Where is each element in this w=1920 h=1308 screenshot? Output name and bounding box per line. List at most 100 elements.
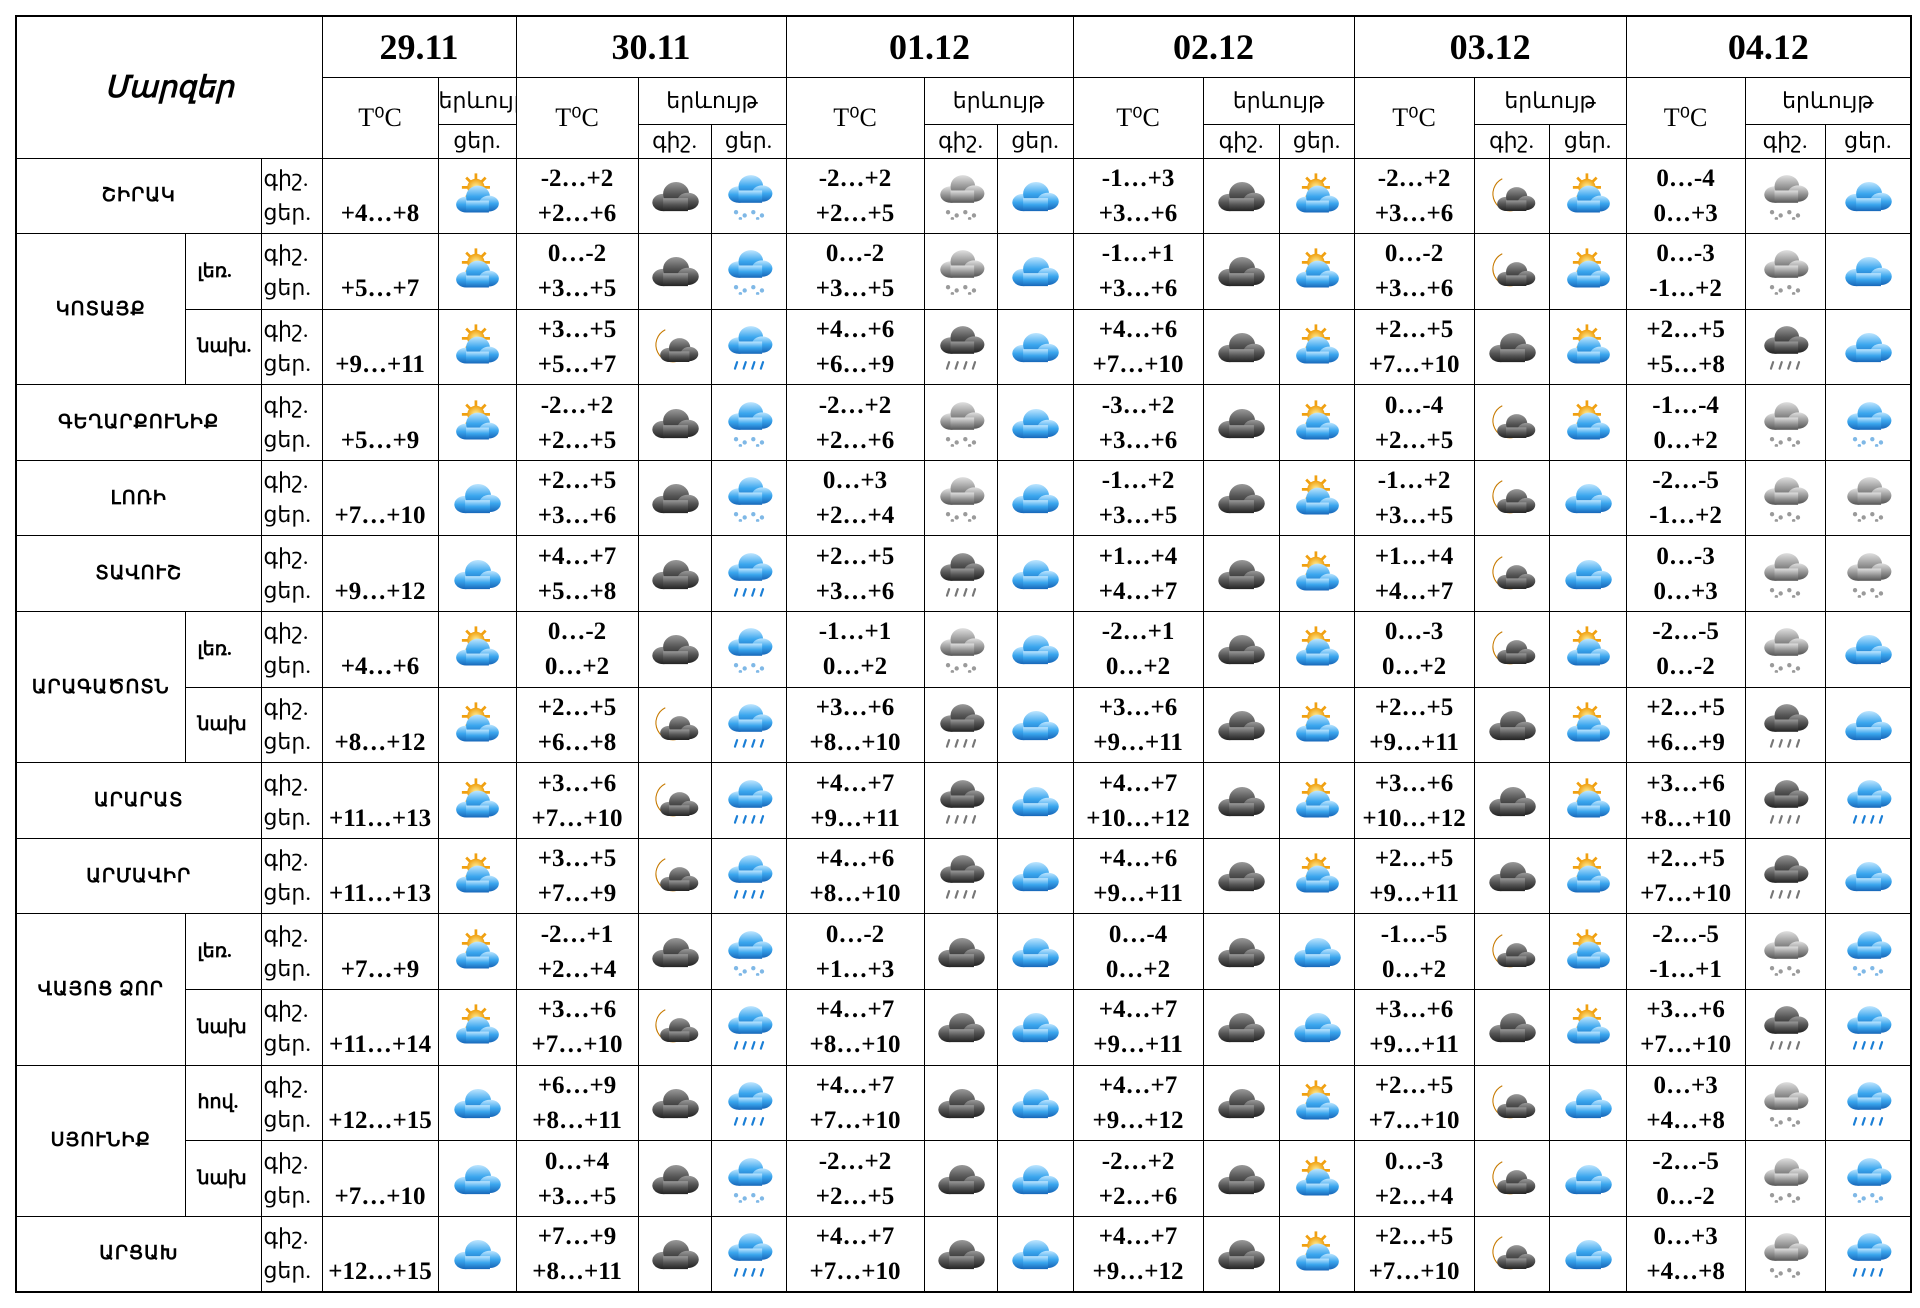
night-temp: 0…+3 [822,467,888,495]
weather-icon [1561,399,1615,447]
day-temp: +8…+11 [532,1257,622,1285]
table-row: նախ գիշ. ցեր. +8…+12 +2…+5 +6…+8 +3…+6 +8…+10 +3… [16,686,1912,764]
day-temp: +3…+6 [537,502,617,530]
day-temp: +3…+6 [1374,199,1454,227]
icon-cell [1202,233,1280,310]
table-row: ԼՈՌԻ գիշ. ցեր. +7…+10 +2…+5 +3…+6 0…+3 +2…+4 -1…… [15,459,1912,537]
day-label: ցեր. [263,502,311,528]
day-temp: +7…+10 [809,1106,901,1134]
weather-icon [450,1079,504,1127]
day-temp: +7…+10 [1640,880,1732,908]
icon-cell [1824,762,1912,839]
night-temp: 0…-4 [1384,391,1444,419]
night-temp: -1…+3 [1101,164,1175,192]
night-temp: +1…+4 [1098,542,1178,570]
region-name: ԱՐՑԱԽ [15,1215,262,1293]
icon-cell [1278,913,1355,991]
day-temp: +7…+10 [334,1182,426,1210]
night-temp: -1…+1 [1101,240,1175,268]
day-temp: +8…+10 [809,728,901,756]
weather-icon [1561,625,1615,673]
icon-cell [1548,611,1627,688]
day-temp: +7…+10 [1368,1106,1460,1134]
temp-cell: +11…+13 [321,762,439,839]
temp-cell: -3…+2 +3…+6 [1072,384,1204,461]
weather-icon [1561,852,1615,900]
weather-icon [1008,323,1062,371]
temp-cell: -2…-5 0…-2 [1625,1140,1746,1217]
icon-cell [1473,686,1550,764]
day-temp: +4…+8 [340,199,420,227]
icon-cell [996,308,1074,386]
temp-cell: +5…+7 [321,233,439,310]
temp-cell: +1…+4 +4…+7 [1072,535,1204,613]
weather-icon [1290,474,1344,522]
night-temp: -1…+2 [1101,467,1175,495]
icon-cell [1744,384,1826,461]
icon-cell [437,762,517,839]
day-label: ցեր. [263,728,311,754]
night-temp: +4…+6 [815,845,895,873]
night-label: գիշ. [263,1148,309,1174]
day-header: ցեր. [437,123,517,159]
weather-icon [1758,777,1812,825]
night-temp: 0…+3 [1653,1071,1718,1099]
date-header: 03.12 [1353,15,1627,78]
weather-icon [1290,247,1344,295]
day-temp: -1…+1 [1649,955,1722,983]
weather-icon [1758,928,1812,976]
icon-cell [1473,762,1550,839]
weather-icon [648,550,702,598]
temp-cell: +3…+6 +8…+10 [1625,762,1746,839]
icon-cell [1202,308,1280,386]
icon-cell [1744,1215,1826,1293]
temp-cell: +4…+8 [321,157,439,235]
weather-icon [1758,852,1812,900]
day-temp: 0…+3 [1653,577,1718,605]
icon-cell [1548,459,1627,537]
weather-icon [722,1003,776,1051]
icon-cell [437,308,517,386]
weather-icon [1214,852,1268,900]
table-row: ԱՐԱՐԱՏ գիշ. ցեր. +11…+13 +3…+6 +7…+10 +4…+7 +9…… [15,762,1912,839]
icon-cell [1278,233,1355,310]
spacer [323,312,437,347]
weather-icon [1841,701,1895,749]
weather-icon [1214,625,1268,673]
zone-name: լեռ. [184,611,262,688]
day-temp: +11…+13 [328,804,432,832]
weather-icon [450,474,504,522]
night-label: գիշ. [263,619,309,645]
temp-cell: +4…+6 +8…+10 [785,837,925,915]
day-temp: +2…+5 [1374,426,1454,454]
region-name: ԱՐՄԱՎԻՐ [15,837,262,915]
weather-icon [1841,777,1895,825]
icon-cell [1824,308,1912,386]
weather-icon [1485,777,1539,825]
icon-cell [1824,1140,1912,1217]
temp-cell: 0…-4 +2…+5 [1353,384,1475,461]
temp-cell: 0…-2 0…+2 [515,611,639,688]
day-temp: +9…+12 [1092,1106,1184,1134]
weather-icon [1561,474,1615,522]
night-label: գիշ. [263,392,309,418]
icon-cell [1744,837,1826,915]
weather-icon [934,852,988,900]
night-temp: +3…+6 [1374,996,1454,1024]
table-row: ՏԱՎՈՒՇ գիշ. ցեր. +9…+12 +4…+7 +5…+8 +2…+5 +3…+6… [15,535,1912,613]
temp-cell: -2…+2 +2…+6 [1072,1140,1204,1217]
icon-cell [637,535,712,613]
phenomenon-header: երևույթ [1473,76,1627,125]
icon-cell [996,837,1074,915]
icon-cell [710,157,787,235]
night-temp: +3…+6 [815,693,895,721]
icon-cell [637,1215,712,1293]
icon-cell [1473,1215,1550,1293]
region-name: ԼՈՌԻ [15,459,262,537]
night-temp: +4…+6 [815,315,895,343]
weather-icon [648,777,702,825]
weather-icon [1214,550,1268,598]
region-name: ՏԱՎՈՒՇ [15,535,262,613]
weather-icon [1214,1003,1268,1051]
night-temp: -1…+1 [818,618,892,646]
